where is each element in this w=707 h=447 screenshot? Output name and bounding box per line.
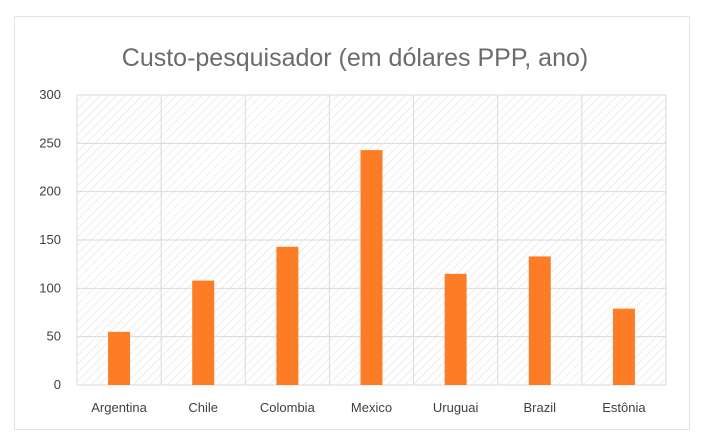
bar-estônia xyxy=(612,308,635,385)
x-category-label: Brazil xyxy=(524,400,557,415)
bar-argentina xyxy=(108,331,131,385)
grid-lines xyxy=(76,94,667,386)
y-tick-label: 0 xyxy=(54,377,61,392)
y-tick-label: 100 xyxy=(39,280,61,295)
bar-mexico xyxy=(360,150,383,385)
x-category-label: Argentina xyxy=(91,400,147,415)
bar-brazil xyxy=(528,256,551,385)
x-category-label: Chile xyxy=(188,400,218,415)
bar-chile xyxy=(192,280,215,385)
y-tick-label: 50 xyxy=(47,329,61,344)
y-tick-label: 150 xyxy=(39,232,61,247)
x-category-label: Mexico xyxy=(351,400,392,415)
bar-uruguai xyxy=(444,273,467,385)
x-axis-labels: Argentina Chile Colombia Mexico Uruguai Brazi… xyxy=(91,400,646,415)
x-category-label: Uruguai xyxy=(433,400,479,415)
bar-colombia xyxy=(276,246,299,385)
y-tick-label: 250 xyxy=(39,135,61,150)
x-category-label: Colombia xyxy=(260,400,316,415)
chart-title: Custo-pesquisador (em dólares PPP, ano) xyxy=(122,44,588,72)
y-axis-ticks: 0 50 100 150 200 250 300 xyxy=(39,87,61,392)
x-category-label: Estônia xyxy=(602,400,646,415)
bars xyxy=(108,150,635,385)
y-tick-label: 200 xyxy=(39,184,61,199)
y-tick-label: 300 xyxy=(39,87,61,102)
